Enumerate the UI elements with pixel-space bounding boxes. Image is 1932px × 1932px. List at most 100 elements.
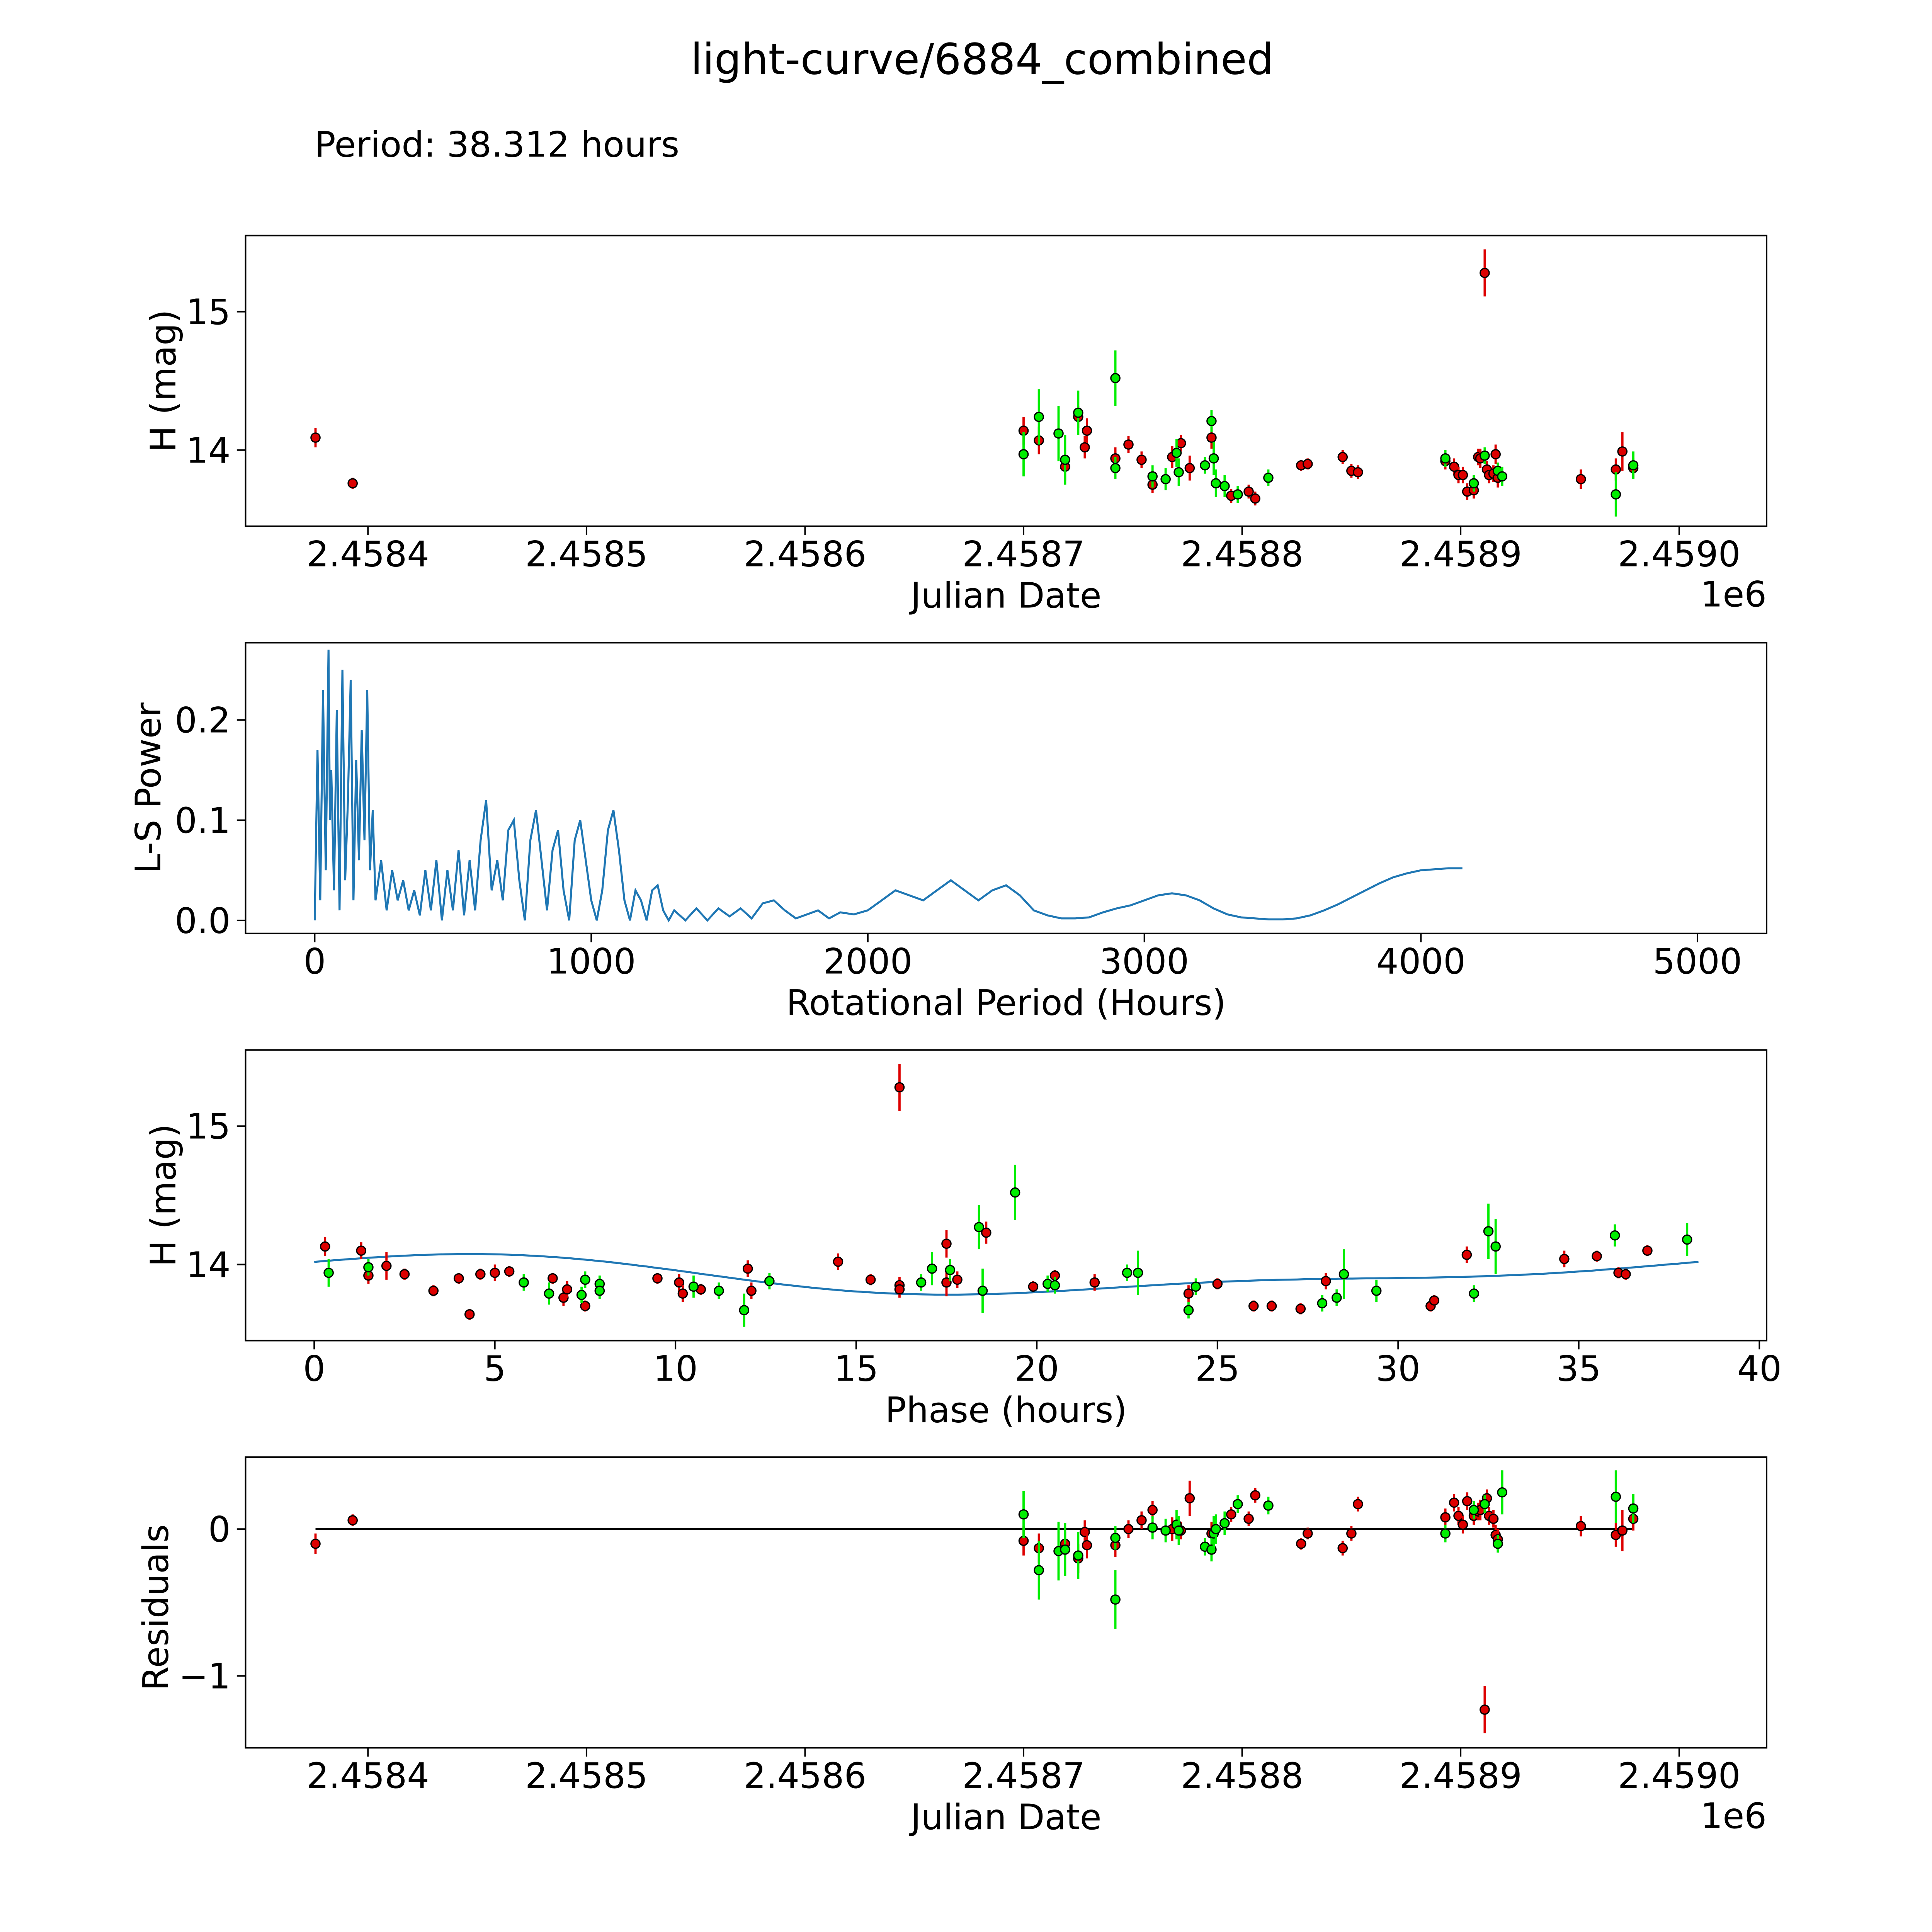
phase-folded-red-point	[865, 1274, 876, 1285]
phase-folded-red-point	[941, 1277, 952, 1288]
residuals-red-point	[1243, 1514, 1254, 1524]
phase-folded-ytick-label: 14	[186, 1245, 231, 1286]
raw-lightcurve-green-point	[1468, 478, 1479, 489]
raw-lightcurve-x-offset: 1e6	[1701, 574, 1767, 615]
raw-lightcurve-green-point	[1219, 481, 1230, 492]
residuals-green-point	[1497, 1487, 1507, 1498]
raw-lightcurve-red-point	[1353, 467, 1363, 478]
residuals-green-point	[1628, 1503, 1639, 1514]
residuals-green-point	[1440, 1528, 1451, 1539]
phase-folded-red-point	[580, 1301, 590, 1311]
phase-folded-red-point	[475, 1269, 486, 1279]
phase-folded-xtick-label: 35	[1556, 1349, 1601, 1389]
phase-folded-green-point	[977, 1286, 988, 1296]
residuals-red-point	[1302, 1528, 1313, 1539]
residuals-xtick-label: 2.4587	[962, 1756, 1085, 1796]
phase-folded-red-point	[320, 1241, 330, 1252]
raw-lightcurve-xtick-label: 2.4585	[525, 534, 648, 575]
phase-folded-xtick-label: 25	[1195, 1349, 1240, 1389]
residuals-red-point	[1250, 1490, 1260, 1501]
residuals-green-point	[1219, 1518, 1230, 1529]
phase-folded-red-point	[1212, 1279, 1223, 1289]
raw-lightcurve-green-point	[1173, 467, 1184, 478]
raw-lightcurve-red-point	[1243, 486, 1254, 497]
phase-folded-green-point	[1338, 1269, 1349, 1279]
raw-lightcurve-red-point	[1082, 425, 1092, 436]
residuals-red-point	[1353, 1499, 1363, 1509]
phase-folded-green-point	[363, 1262, 374, 1272]
raw-lightcurve-red-point	[1136, 454, 1147, 465]
residuals-red-point	[1453, 1510, 1464, 1521]
residuals-ytick-label: −1	[179, 1656, 231, 1697]
phase-folded-red-point	[1266, 1301, 1277, 1311]
phase-folded-green-point	[1490, 1241, 1501, 1252]
phase-folded-green-point	[1133, 1267, 1143, 1278]
raw-lightcurve-axes: 2.4584 2.4585 2.4586 2.4587 2.4588 2.4589 2.45…	[186, 292, 1740, 575]
residuals-green-point	[1211, 1524, 1221, 1534]
periodogram-xtick-label: 1000	[547, 941, 636, 982]
phase-folded-green-point	[580, 1274, 590, 1285]
residuals-red-point	[1147, 1505, 1158, 1515]
phase-folded-red-point	[504, 1266, 515, 1277]
phase-folded-xtick-label: 0	[303, 1349, 325, 1389]
residuals-xtick-label: 2.4589	[1399, 1756, 1522, 1796]
residuals-green-point	[1468, 1505, 1479, 1515]
phase-folded-green-point	[1371, 1286, 1382, 1296]
periodogram-plot-area	[313, 650, 1463, 923]
residuals-red-point	[1462, 1496, 1473, 1507]
phase-folded-red-point	[981, 1227, 992, 1238]
phase-folded-green-point	[1317, 1298, 1328, 1309]
phase-folded-ylabel: H (mag)	[143, 1124, 184, 1267]
periodogram-ylabel: L-S Power	[128, 702, 169, 874]
residuals-green-point	[1232, 1499, 1243, 1509]
raw-lightcurve-xtick-label: 2.4589	[1399, 534, 1522, 575]
residuals-green-point	[1060, 1544, 1070, 1555]
residuals-green-point	[1110, 1532, 1121, 1543]
periodogram-xtick-label: 5000	[1653, 941, 1742, 982]
raw-lightcurve-green-point	[1208, 453, 1219, 464]
residuals-red-point	[1346, 1528, 1357, 1539]
raw-lightcurve-green-point	[1206, 416, 1217, 426]
phase-folded-green-point	[1332, 1293, 1342, 1303]
residuals-red-point	[1123, 1524, 1134, 1534]
phase-folded-red-point	[674, 1277, 684, 1288]
residuals-red-point	[1296, 1538, 1306, 1549]
phase-folded-red-point	[677, 1288, 688, 1299]
residuals-green-point	[1480, 1499, 1490, 1509]
residuals-xtick-label: 2.4590	[1618, 1756, 1741, 1796]
phase-folded-green-point	[927, 1263, 937, 1274]
phase-folded-red-point	[1559, 1253, 1570, 1264]
raw-lightcurve-plot-area	[310, 249, 1639, 517]
phase-folded-xlabel: Phase (hours)	[885, 1390, 1127, 1430]
phase-folded-green-point	[1010, 1187, 1020, 1198]
raw-lightcurve-red-point	[347, 478, 358, 489]
residuals-green-point	[1073, 1550, 1083, 1561]
phase-folded-red-point	[894, 1082, 905, 1093]
raw-lightcurve-green-point	[1147, 471, 1158, 482]
phase-folded-green-point	[714, 1286, 724, 1296]
residuals-red-point	[1337, 1543, 1348, 1553]
raw-lightcurve-xtick-label: 2.4590	[1618, 534, 1741, 575]
raw-lightcurve-red-point	[1617, 446, 1628, 457]
periodogram-frame	[245, 642, 1767, 934]
residuals-red-point	[1136, 1515, 1147, 1526]
phase-folded-red-point	[1028, 1281, 1039, 1292]
periodogram-ytick-label: 0.1	[175, 801, 230, 841]
phase-folded-plot-area	[314, 1064, 1699, 1327]
residuals-green-point	[1034, 1565, 1044, 1575]
panel-periodogram: 0 1000 2000 3000 4000 5000 0.0 0.1 0.2 Rotationa…	[128, 642, 1767, 1023]
periodogram-xlabel: Rotational Period (Hours)	[786, 983, 1226, 1023]
raw-lightcurve-green-point	[1160, 474, 1171, 485]
raw-lightcurve-green-point	[1211, 478, 1221, 489]
phase-folded-red-point	[1642, 1245, 1653, 1256]
period-annotation: Period: 38.312 hours	[315, 124, 679, 165]
raw-lightcurve-red-point	[1206, 432, 1217, 443]
phase-folded-green-point	[945, 1265, 956, 1276]
residuals-red-point	[1184, 1493, 1195, 1503]
residuals-xtick-label: 2.4588	[1181, 1756, 1304, 1796]
phase-folded-red-point	[833, 1257, 844, 1267]
raw-lightcurve-green-point	[1440, 453, 1451, 464]
raw-lightcurve-xtick-label: 2.4584	[306, 534, 429, 575]
phase-folded-red-point	[464, 1309, 475, 1320]
phase-folded-green-point	[1049, 1280, 1060, 1291]
